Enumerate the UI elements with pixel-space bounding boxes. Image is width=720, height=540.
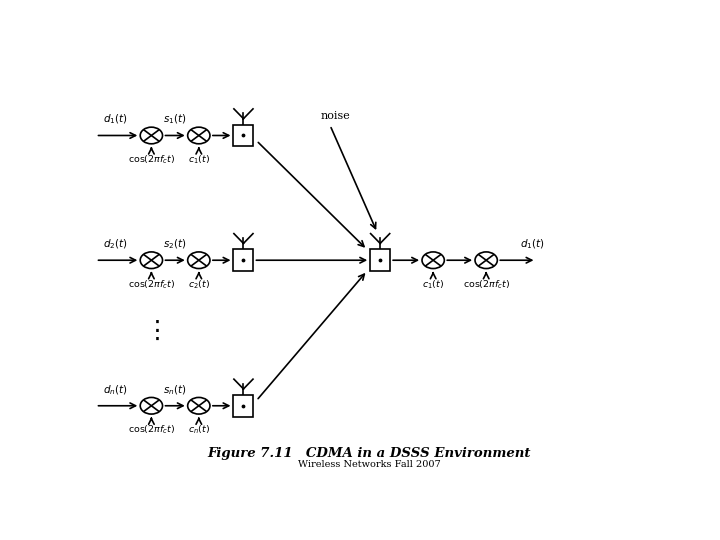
Text: $c_{1}(t)$: $c_{1}(t)$ [188,153,210,166]
Circle shape [140,397,163,414]
Circle shape [140,252,163,268]
Text: Wireless Networks Fall 2007: Wireless Networks Fall 2007 [297,460,441,469]
Text: $c_1(t)$: $c_1(t)$ [422,278,444,291]
Circle shape [422,252,444,268]
Text: $\cos(2\pi f_c t)$: $\cos(2\pi f_c t)$ [127,423,175,436]
Text: $s_{2}(t)$: $s_{2}(t)$ [163,238,187,251]
Text: Figure 7.11 CDMA in a DSSS Environment: Figure 7.11 CDMA in a DSSS Environment [207,447,531,460]
Bar [233,249,253,271]
Text: $d_{n}(t)$: $d_{n}(t)$ [103,383,127,396]
Circle shape [475,252,498,268]
Text: noise: noise [320,111,351,121]
Text: $\vdots$: $\vdots$ [143,319,159,342]
Bar [233,125,253,146]
Circle shape [188,127,210,144]
Text: $\cos(2\pi f_c t)$: $\cos(2\pi f_c t)$ [462,278,510,291]
Bar [233,395,253,416]
Circle shape [188,252,210,268]
Text: $d_1(t)$: $d_1(t)$ [520,238,544,251]
Text: $c_{n}(t)$: $c_{n}(t)$ [188,423,210,436]
Text: $s_{n}(t)$: $s_{n}(t)$ [163,383,187,396]
Text: $c_{2}(t)$: $c_{2}(t)$ [188,278,210,291]
Text: $d_{1}(t)$: $d_{1}(t)$ [103,113,127,126]
Text: $\cos(2\pi f_c t)$: $\cos(2\pi f_c t)$ [127,153,175,166]
Bar [370,249,390,271]
Circle shape [188,397,210,414]
Text: $d_{2}(t)$: $d_{2}(t)$ [103,238,127,251]
Text: $s_{1}(t)$: $s_{1}(t)$ [163,113,187,126]
Circle shape [140,127,163,144]
Text: $\cos(2\pi f_c t)$: $\cos(2\pi f_c t)$ [127,278,175,291]
